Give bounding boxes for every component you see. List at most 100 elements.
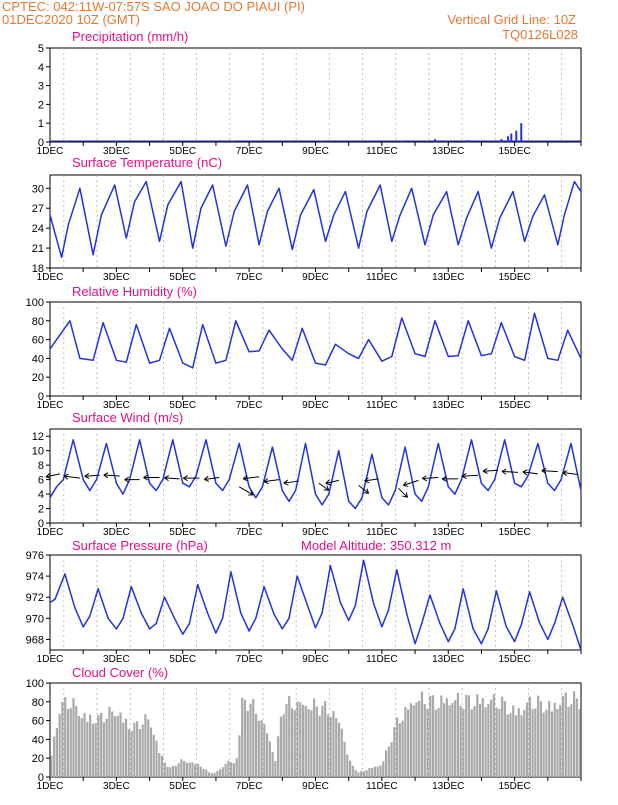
cloud-bar (572, 691, 576, 777)
data-point (414, 493, 416, 495)
cloud-bar (462, 708, 465, 777)
cloud-bar (299, 702, 302, 777)
cloud-bar (481, 698, 484, 777)
wind-vector (318, 482, 330, 491)
precip-bar (321, 141, 324, 142)
cloud-bar (534, 708, 537, 777)
wind-vector (403, 479, 419, 486)
cloud-bar (528, 696, 531, 777)
data-point (399, 214, 401, 216)
cloud-bar (72, 698, 75, 777)
data-point (487, 628, 489, 630)
y-tick-label: 5 (38, 43, 44, 55)
data-point (145, 181, 147, 183)
y-tick-label: 80 (32, 316, 44, 328)
wind-vector-head (263, 478, 269, 485)
y-tick-label: 1 (38, 118, 44, 130)
wind-vector-head (522, 469, 528, 476)
cloud-bar (467, 695, 471, 777)
wind-vector-head (242, 475, 248, 482)
data-point (520, 624, 522, 626)
cloud-bar (501, 696, 504, 777)
data-point (358, 247, 360, 249)
x-tick-label: 5DEC (169, 527, 196, 538)
cloud-bar (89, 714, 92, 777)
data-point (537, 442, 539, 445)
data-point (215, 482, 217, 484)
cloud-bar (321, 705, 324, 777)
data-point (401, 317, 403, 319)
data-point (527, 475, 529, 477)
x-tick-label: 7DEC (236, 654, 263, 665)
cloud-bar (520, 715, 523, 777)
panel-title: Relative Humidity (%) (72, 284, 197, 299)
data-point (149, 482, 151, 484)
data-point (135, 324, 137, 326)
x-tick-label: 1DEC (37, 654, 64, 665)
y-tick-label: 100 (26, 678, 44, 690)
data-point (553, 489, 556, 492)
x-tick-label: 3DEC (103, 781, 130, 792)
data-point (301, 327, 303, 329)
data-point (233, 210, 235, 213)
data-point (354, 605, 356, 607)
cloud-bar (55, 727, 59, 777)
y-tick-label: 27 (32, 203, 44, 215)
cloud-bar (97, 715, 100, 777)
data-point (363, 559, 365, 561)
cloud-bar (58, 713, 61, 777)
data-point (553, 623, 556, 625)
x-tick-label: 3DEC (103, 527, 130, 538)
cloud-bar (224, 763, 227, 777)
wind-vector-head (203, 475, 210, 482)
cloud-bar (395, 717, 399, 777)
cloud-bar (221, 767, 224, 777)
cloud-bar (542, 712, 545, 777)
wind-vector-head (63, 473, 69, 480)
cloud-bar (304, 705, 307, 777)
precip-bar (115, 141, 118, 142)
data-point (404, 446, 406, 448)
cloud-bar (553, 702, 556, 777)
data-point (79, 357, 81, 359)
cloud-bar (537, 695, 540, 777)
cloud-bar (523, 709, 526, 777)
data-point (67, 224, 69, 226)
x-tick-label: 3DEC (103, 146, 130, 157)
wind-vector-head (283, 479, 289, 486)
cloud-bar (196, 764, 200, 777)
data-point (368, 339, 370, 341)
data-point (344, 191, 346, 193)
cloud-bar (348, 760, 352, 777)
cloud-bar (434, 709, 437, 777)
cloud-bar (166, 766, 169, 777)
wind-vector-head (402, 492, 408, 498)
data-point (261, 486, 263, 488)
x-tick-label: 15DEC (499, 527, 531, 538)
data-point (163, 596, 166, 598)
wind-vector (204, 476, 220, 480)
data-point (89, 615, 91, 617)
data-point (538, 622, 541, 624)
cloud-bar (512, 705, 515, 777)
data-point (188, 623, 190, 625)
cloud-bar (141, 724, 144, 777)
data-point (432, 214, 434, 216)
cloud-bar (263, 724, 266, 777)
cloud-bar (238, 735, 241, 777)
x-tick-label: 9DEC (302, 400, 329, 411)
data-point (235, 320, 237, 322)
cloud-bar (379, 765, 382, 777)
cloud-bar (514, 715, 518, 777)
cloud-bar (50, 755, 53, 777)
data-point (278, 187, 280, 189)
plot-frame (49, 428, 582, 524)
wind-vector (358, 485, 369, 494)
data-point (56, 486, 58, 488)
cloud-bar (578, 709, 581, 777)
cloud-bar (492, 694, 495, 777)
data-point (173, 617, 176, 619)
y-tick-label: 24 (32, 223, 44, 235)
x-tick-label: 13DEC (432, 146, 464, 157)
data-point (314, 493, 317, 495)
